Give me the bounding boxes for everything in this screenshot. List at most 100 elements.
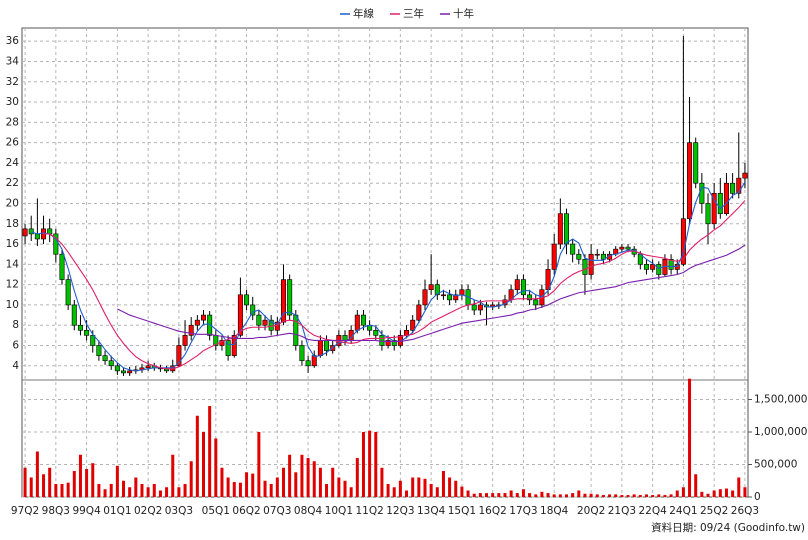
x-tick-label: 08Q4 bbox=[294, 505, 323, 517]
volume-bar bbox=[417, 477, 421, 497]
x-tick-label: 99Q4 bbox=[72, 505, 101, 517]
candle-body bbox=[736, 177, 742, 194]
candle-body bbox=[373, 329, 379, 336]
candle-body bbox=[188, 324, 194, 336]
volume-bar bbox=[208, 406, 212, 497]
volume-bar bbox=[165, 487, 169, 497]
candle-body bbox=[459, 289, 465, 296]
volume-bar bbox=[257, 432, 261, 497]
candle-body bbox=[594, 253, 600, 256]
candle-body bbox=[34, 233, 40, 240]
y-tick-label: 6 bbox=[12, 340, 19, 352]
volume-bar bbox=[23, 467, 27, 497]
x-tick-label: 05Q1 bbox=[202, 505, 230, 517]
volume-bar bbox=[663, 495, 667, 497]
candle-body bbox=[520, 279, 526, 296]
y-tick-label: 8 bbox=[12, 319, 19, 331]
candle-body bbox=[447, 294, 453, 301]
x-tick-label: 20Q2 bbox=[577, 505, 605, 517]
legend-label: 十年 bbox=[453, 7, 474, 20]
candle-body bbox=[231, 335, 237, 356]
candle-body bbox=[699, 182, 705, 204]
x-tick-label: 01Q1 bbox=[103, 505, 131, 517]
volume-bar bbox=[712, 490, 716, 497]
candle-body bbox=[299, 345, 305, 362]
candle-body bbox=[563, 213, 569, 245]
legend-label: 年線 bbox=[353, 7, 374, 20]
volume-bar bbox=[688, 378, 692, 497]
y2-tick-label: 1,000,000 bbox=[754, 426, 807, 438]
y-tick-label: 32 bbox=[6, 76, 19, 88]
volume-bar bbox=[146, 487, 150, 497]
volume-bar bbox=[706, 493, 710, 497]
volume-bar bbox=[448, 477, 452, 497]
volume-bar bbox=[109, 484, 113, 497]
candle-body bbox=[121, 370, 127, 374]
volume-bar bbox=[42, 474, 46, 497]
volume-bar bbox=[195, 415, 199, 497]
y-tick-label: 22 bbox=[6, 177, 19, 189]
volume-bar bbox=[700, 491, 704, 497]
volume-bar bbox=[503, 493, 507, 497]
candle-body bbox=[250, 304, 256, 316]
volume-bar bbox=[743, 487, 747, 497]
x-tick-label: 07Q3 bbox=[263, 505, 291, 517]
candle-body bbox=[379, 335, 385, 346]
candle-body bbox=[588, 253, 594, 275]
y-tick-label: 10 bbox=[6, 299, 19, 311]
x-tick-label: 98Q3 bbox=[42, 505, 70, 517]
x-tick-label: 17Q3 bbox=[509, 505, 537, 517]
volume-bar bbox=[306, 458, 310, 497]
candle-body bbox=[225, 340, 231, 356]
candle-body bbox=[434, 284, 440, 296]
candle-body bbox=[428, 284, 434, 291]
volume-bar bbox=[392, 487, 396, 497]
volume-bar bbox=[681, 487, 685, 497]
candle-body bbox=[625, 246, 631, 250]
volume-bar bbox=[220, 467, 224, 497]
y-tick-label: 18 bbox=[6, 218, 19, 230]
volume-bar bbox=[78, 454, 82, 497]
candle-body bbox=[77, 324, 83, 331]
volume-bar bbox=[718, 489, 722, 497]
candle-body bbox=[391, 340, 397, 346]
candle-body bbox=[570, 243, 576, 255]
candle-body bbox=[723, 182, 729, 214]
volume-bar bbox=[294, 472, 298, 497]
candle-body bbox=[108, 360, 114, 367]
candle-body bbox=[650, 264, 656, 270]
volume-bar bbox=[491, 493, 495, 497]
volume-bar bbox=[651, 495, 655, 497]
candle-body bbox=[453, 294, 459, 301]
candle-body bbox=[287, 279, 293, 316]
volume-bar bbox=[577, 490, 581, 497]
candle-body bbox=[693, 142, 699, 184]
candle-body bbox=[237, 294, 243, 336]
volume-bar bbox=[349, 487, 353, 497]
volume-bar bbox=[737, 477, 741, 497]
volume-bar bbox=[281, 467, 285, 497]
candle-body bbox=[102, 355, 108, 362]
candle-body bbox=[262, 319, 268, 326]
volume-bar bbox=[644, 494, 648, 497]
volume-bar bbox=[454, 480, 458, 497]
volume-bar bbox=[97, 484, 101, 497]
volume-bar bbox=[626, 495, 630, 497]
volume-bar bbox=[694, 474, 698, 497]
legend-label: 三年 bbox=[403, 7, 424, 20]
x-tick-label: 25Q2 bbox=[700, 505, 728, 517]
candle-body bbox=[600, 253, 606, 260]
y2-tick-label: 500,000 bbox=[754, 459, 797, 471]
candle-body bbox=[416, 304, 422, 321]
x-tick-label: 02Q2 bbox=[134, 505, 162, 517]
candle-body bbox=[145, 365, 151, 369]
volume-bar bbox=[552, 494, 556, 497]
candle-body bbox=[274, 321, 280, 331]
volume-bar bbox=[66, 482, 70, 497]
volume-bar bbox=[411, 477, 415, 497]
volume-bar bbox=[657, 494, 661, 497]
y-tick-label: 14 bbox=[6, 258, 20, 270]
candle-body bbox=[90, 335, 96, 346]
volume-bar bbox=[288, 454, 292, 497]
volume-bar bbox=[140, 484, 144, 497]
